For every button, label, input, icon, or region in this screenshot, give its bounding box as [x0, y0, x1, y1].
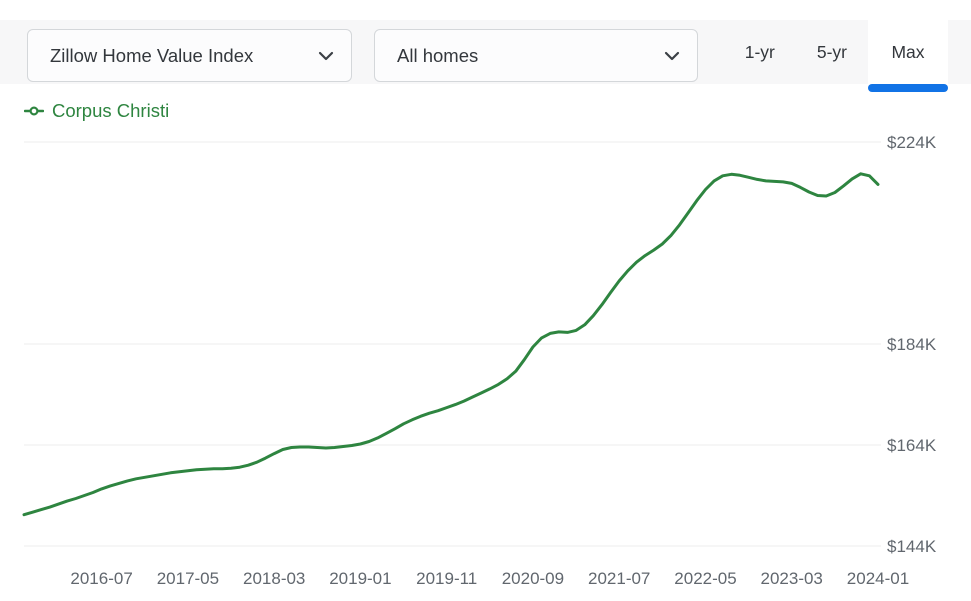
line-marker-icon	[24, 106, 44, 116]
x-tick-label: 2022-05	[674, 569, 736, 588]
x-tick-label: 2016-07	[70, 569, 132, 588]
y-tick-label: $224K	[887, 133, 937, 152]
x-tick-label: 2020-09	[502, 569, 564, 588]
home-type-dropdown-value: All homes	[397, 44, 479, 66]
home-type-dropdown[interactable]: All homes	[374, 29, 698, 82]
x-tick-label: 2021-07	[588, 569, 650, 588]
chevron-down-icon	[318, 51, 334, 60]
series-legend-label: Corpus Christi	[52, 100, 170, 121]
x-tick-label: 2023-03	[761, 569, 823, 588]
x-tick-label: 2019-01	[329, 569, 391, 588]
time-range-tabs: 1-yr 5-yr Max	[724, 20, 948, 92]
y-tick-label: $164K	[887, 436, 937, 455]
x-tick-label: 2024-01	[847, 569, 909, 588]
series-legend: Corpus Christi	[24, 100, 169, 122]
x-tick-label: 2018-03	[243, 569, 305, 588]
metric-dropdown[interactable]: Zillow Home Value Index	[27, 29, 352, 82]
x-tick-label: 2019-11	[416, 569, 477, 588]
chevron-down-icon	[664, 51, 680, 60]
y-tick-label: $144K	[887, 537, 937, 556]
tab-1yr[interactable]: 1-yr	[724, 20, 796, 84]
tab-5yr[interactable]: 5-yr	[796, 20, 868, 84]
x-tick-label: 2017-05	[157, 569, 219, 588]
y-tick-label: $184K	[887, 335, 937, 354]
metric-dropdown-value: Zillow Home Value Index	[50, 44, 254, 66]
tab-max[interactable]: Max	[868, 20, 948, 92]
series-line-corpus-christi	[22, 172, 880, 517]
